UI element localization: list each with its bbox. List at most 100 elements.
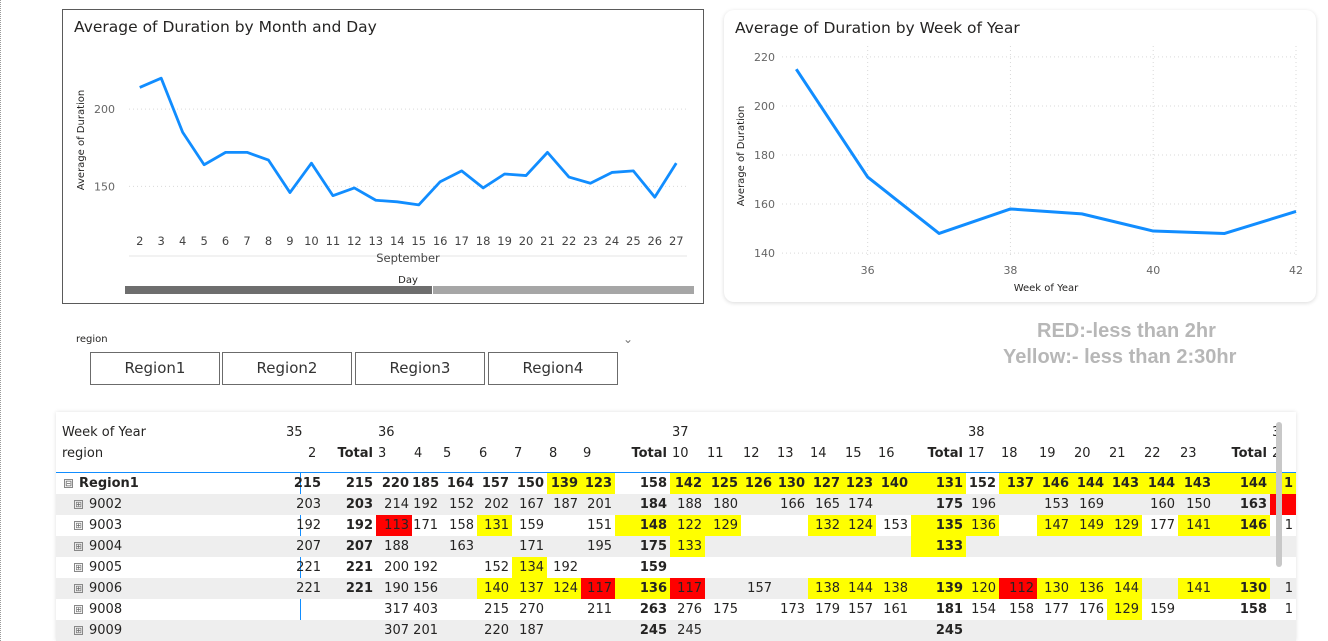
expand-icon[interactable]: ⊞ bbox=[74, 626, 83, 635]
table-cell: 169 bbox=[1079, 497, 1104, 512]
day-header[interactable]: 7 bbox=[514, 446, 523, 461]
table-cell: 149 bbox=[1072, 515, 1107, 536]
table-cell: 158 bbox=[1239, 602, 1267, 617]
day-header[interactable]: 11 bbox=[707, 446, 724, 461]
day-header[interactable]: 18 bbox=[1001, 446, 1018, 461]
expand-icon[interactable]: ⊞ bbox=[74, 605, 83, 614]
table-row: ⊞ 9003 192 192 113 171 158 131 159 151 148 122 129 13… bbox=[56, 515, 1296, 536]
day-header[interactable]: 4 bbox=[414, 446, 423, 461]
day-header[interactable]: Total bbox=[1231, 446, 1267, 461]
day-header[interactable]: 2 bbox=[1270, 443, 1296, 464]
chevron-down-icon[interactable]: ⌄ bbox=[622, 332, 633, 346]
table-cell: 147 bbox=[1037, 515, 1072, 536]
table-cell: 1 bbox=[1270, 473, 1296, 494]
table-cell bbox=[741, 515, 775, 536]
day-header[interactable]: 23 bbox=[1180, 446, 1197, 461]
table-cell: 185 bbox=[412, 476, 440, 491]
table-cell: 163 bbox=[449, 539, 474, 554]
expand-icon[interactable]: ⊞ bbox=[74, 521, 83, 530]
table-cell bbox=[966, 620, 999, 641]
x-tick-label: 14 bbox=[390, 234, 405, 248]
expand-icon[interactable]: ⊞ bbox=[74, 500, 83, 509]
table-cell: 221 bbox=[296, 560, 321, 575]
table-cell: 220 bbox=[484, 623, 509, 638]
day-header[interactable]: 5 bbox=[443, 446, 452, 461]
expand-icon[interactable]: ⊞ bbox=[74, 542, 83, 551]
day-header[interactable]: 3 bbox=[378, 446, 387, 461]
x-group-label: September bbox=[376, 251, 440, 265]
table-cell: 180 bbox=[713, 497, 738, 512]
expand-icon[interactable]: ⊞ bbox=[74, 584, 83, 593]
table-cell: 190 bbox=[384, 581, 409, 596]
table-cell bbox=[547, 515, 581, 536]
table-cell: 117 bbox=[581, 578, 615, 599]
table-cell bbox=[705, 536, 741, 557]
day-header[interactable]: 12 bbox=[743, 446, 760, 461]
table-cell: 215 bbox=[345, 476, 373, 491]
row-label: ⊟ Region1 bbox=[64, 473, 139, 494]
vertical-scrollbar[interactable] bbox=[1276, 422, 1282, 567]
table-cell: 202 bbox=[484, 497, 509, 512]
table-cell: 130 bbox=[1214, 578, 1270, 599]
table-cell: 150 bbox=[1186, 497, 1211, 512]
table-cell: 136 bbox=[1072, 578, 1107, 599]
table-cell: 156 bbox=[413, 581, 438, 596]
slicer-option-region4[interactable]: Region4 bbox=[488, 352, 618, 385]
day-header[interactable]: 6 bbox=[479, 446, 488, 461]
slicer-option-region2[interactable]: Region2 bbox=[222, 352, 352, 385]
table-cell: 245 bbox=[935, 623, 963, 638]
day-header[interactable]: 14 bbox=[810, 446, 827, 461]
week-header[interactable]: 38 bbox=[968, 425, 985, 440]
day-header[interactable]: 19 bbox=[1039, 446, 1056, 461]
table-row: ⊞ 9005 221 221 200 192 152 134 192 159 bbox=[56, 557, 1296, 578]
table-cell: 153 bbox=[1044, 497, 1069, 512]
row-label: ⊞ 9008 bbox=[74, 599, 122, 620]
table-cell bbox=[581, 557, 615, 578]
table-cell: 192 bbox=[345, 518, 373, 533]
day-header[interactable]: 13 bbox=[777, 446, 794, 461]
table-cell bbox=[741, 494, 775, 515]
table-cell: 113 bbox=[376, 515, 412, 536]
line-chart-month-day[interactable]: Average of Duration by Month and Day 150… bbox=[62, 9, 704, 304]
table-cell: 200 bbox=[384, 560, 409, 575]
table-cell bbox=[741, 557, 775, 578]
expand-icon[interactable]: ⊞ bbox=[74, 563, 83, 572]
line-chart-week-of-year[interactable]: Average of Duration by Week of Year 140 1… bbox=[724, 10, 1316, 302]
series-line bbox=[795, 68, 1297, 235]
day-header[interactable]: Total bbox=[631, 446, 667, 461]
day-header[interactable]: 21 bbox=[1109, 446, 1126, 461]
day-header[interactable]: 2 bbox=[308, 446, 317, 461]
x-tick-label: 10 bbox=[304, 234, 319, 248]
x-tick-label: 15 bbox=[411, 234, 426, 248]
day-header[interactable]: 10 bbox=[672, 446, 689, 461]
day-header[interactable]: 9 bbox=[583, 446, 592, 461]
table-cell bbox=[741, 536, 775, 557]
table-cell: 136 bbox=[966, 515, 999, 536]
table-cell: 207 bbox=[296, 539, 321, 554]
table-cell bbox=[911, 557, 966, 578]
table-cell: 245 bbox=[677, 623, 702, 638]
day-header[interactable]: 17 bbox=[968, 446, 985, 461]
day-header[interactable]: 20 bbox=[1074, 446, 1091, 461]
x-tick-label: 26 bbox=[647, 234, 662, 248]
day-header[interactable]: 15 bbox=[845, 446, 862, 461]
day-header[interactable]: Total bbox=[337, 446, 373, 461]
matrix-header-day: region 2 Total 3 4 5 6 7 8 9 Total 10 11 12 13 14 15 16 To… bbox=[56, 443, 1296, 464]
slicer-option-region3[interactable]: Region3 bbox=[355, 352, 485, 385]
x-scrollbar-thumb[interactable] bbox=[125, 286, 432, 294]
day-header[interactable]: 8 bbox=[549, 446, 558, 461]
collapse-icon[interactable]: ⊟ bbox=[64, 479, 73, 488]
week-header[interactable]: 37 bbox=[672, 425, 689, 440]
week-header[interactable]: 35 bbox=[286, 425, 303, 440]
week-header[interactable]: 36 bbox=[378, 425, 395, 440]
day-header[interactable]: 16 bbox=[878, 446, 895, 461]
day-header[interactable]: Total bbox=[927, 446, 963, 461]
slicer-option-region1[interactable]: Region1 bbox=[90, 352, 220, 385]
table-cell: 152 bbox=[484, 560, 509, 575]
day-header[interactable]: 22 bbox=[1144, 446, 1161, 461]
table-cell: 143 bbox=[1178, 473, 1214, 494]
table-cell: 221 bbox=[345, 581, 373, 596]
x-scrollbar-track[interactable] bbox=[433, 286, 694, 294]
table-cell: 133 bbox=[670, 536, 705, 557]
table-cell bbox=[775, 578, 808, 599]
